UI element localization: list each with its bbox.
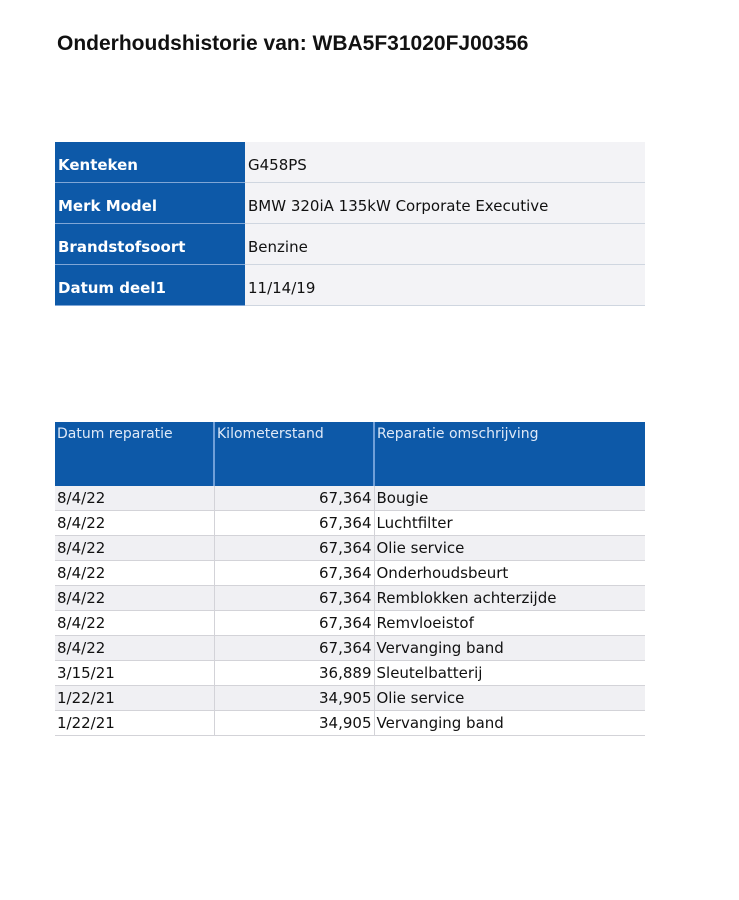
repair-history-table: Datum reparatie Kilometerstand Reparatie… [55,422,645,736]
table-row: 8/4/22 67,364 Luchtfilter [55,510,645,536]
repair-description: Bougie [374,486,645,511]
repair-mileage: 67,364 [213,486,375,511]
column-header-description: Reparatie omschrijving [373,422,645,486]
repair-description: Vervanging band [374,710,645,736]
repair-mileage: 67,364 [213,510,375,536]
column-header-mileage: Kilometerstand [213,422,374,486]
repair-description: Olie service [374,535,645,561]
repair-description: Remvloeistof [374,610,645,636]
info-value: G458PS [245,142,645,183]
info-label: Datum deel1 [55,264,245,306]
repair-mileage: 36,889 [213,660,375,686]
repair-mileage: 67,364 [213,610,375,636]
repair-date: 1/22/21 [55,710,214,736]
info-row: Kenteken G458PS [55,142,645,183]
table-header-row: Datum reparatie Kilometerstand Reparatie… [55,422,645,486]
repair-mileage: 34,905 [213,685,375,711]
table-row: 8/4/22 67,364 Bougie [55,486,645,511]
info-value: 11/14/19 [245,264,645,306]
repair-date: 8/4/22 [55,535,214,561]
info-row: Brandstofsoort Benzine [55,223,645,265]
table-row: 8/4/22 67,364 Onderhoudsbeurt [55,560,645,586]
repair-mileage: 67,364 [213,535,375,561]
table-row: 3/15/21 36,889 Sleutelbatterij [55,660,645,686]
table-row: 8/4/22 67,364 Olie service [55,535,645,561]
repair-date: 8/4/22 [55,510,214,536]
repair-mileage: 67,364 [213,560,375,586]
info-row: Merk Model BMW 320iA 135kW Corporate Exec… [55,182,645,224]
repair-mileage: 67,364 [213,585,375,611]
vehicle-info-table: Kenteken G458PS Merk Model BMW 320iA 135kW … [55,142,645,306]
table-row: 8/4/22 67,364 Remblokken achterzijde [55,585,645,611]
info-value: Benzine [245,223,645,265]
repair-mileage: 67,364 [213,635,375,661]
table-row: 8/4/22 67,364 Remvloeistof [55,610,645,636]
repair-date: 3/15/21 [55,660,214,686]
repair-description: Olie service [374,685,645,711]
info-label: Merk Model [55,182,245,224]
repair-date: 8/4/22 [55,585,214,611]
table-row: 8/4/22 67,364 Vervanging band [55,635,645,661]
repair-description: Vervanging band [374,635,645,661]
page-title: Onderhoudshistorie van: WBA5F31020FJ0035… [57,32,529,55]
repair-mileage: 34,905 [213,710,375,736]
info-label: Kenteken [55,142,245,183]
table-row: 1/22/21 34,905 Olie service [55,685,645,711]
info-row: Datum deel1 11/14/19 [55,264,645,306]
repair-description: Onderhoudsbeurt [374,560,645,586]
repair-description: Remblokken achterzijde [374,585,645,611]
repair-date: 8/4/22 [55,486,214,511]
repair-date: 8/4/22 [55,560,214,586]
info-label: Brandstofsoort [55,223,245,265]
repair-description: Sleutelbatterij [374,660,645,686]
repair-date: 8/4/22 [55,635,214,661]
repair-description: Luchtfilter [374,510,645,536]
column-header-date: Datum reparatie [55,422,214,486]
table-row: 1/22/21 34,905 Vervanging band [55,710,645,736]
info-value: BMW 320iA 135kW Corporate Executive [245,182,645,224]
repair-date: 1/22/21 [55,685,214,711]
repair-date: 8/4/22 [55,610,214,636]
